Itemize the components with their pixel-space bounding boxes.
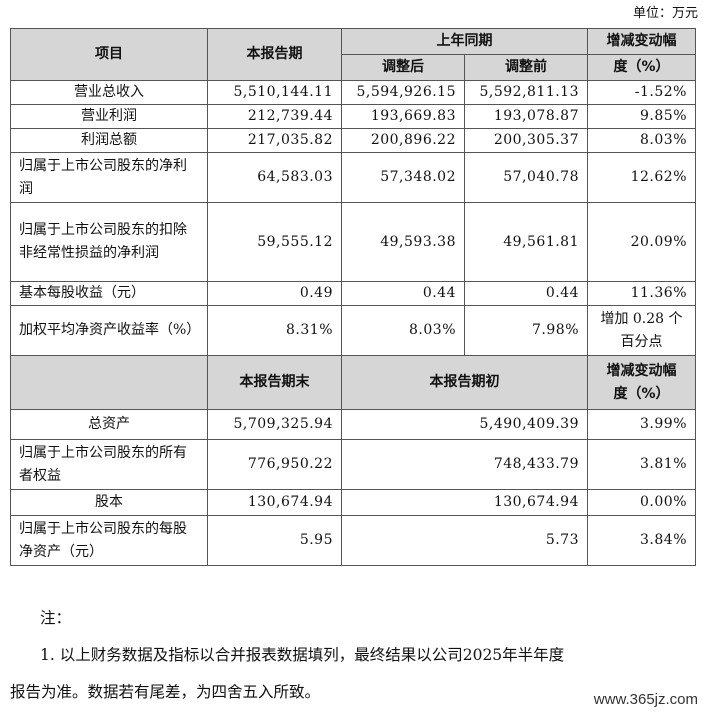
table-row: 总资产 5,709,325.94 5,490,409.39 3.99% <box>10 409 696 440</box>
row-label: 归属于上市公司股东的扣除非经常性损益的净利润 <box>10 202 208 282</box>
cell-adjusted: 8.03% <box>341 305 465 356</box>
row-label: 基本每股收益（元） <box>10 281 208 306</box>
unit-label: 单位：万元 <box>632 6 698 21</box>
cell-period-end: 776,950.22 <box>207 439 342 490</box>
header-period-start: 本报告期初 <box>341 355 588 410</box>
header-prior-year: 上年同期 <box>341 28 588 55</box>
row-label: 归属于上市公司股东的每股净资产（元） <box>10 515 208 566</box>
cell-adjusted: 57,348.02 <box>341 152 465 203</box>
header-period-end: 本报告期末 <box>207 355 342 410</box>
notes-line2: 报告为准。数据若有尾差，为四舍五入所致。 <box>10 683 321 701</box>
cell-change: 增加 0.28 个百分点 <box>587 305 696 356</box>
header2-blank <box>10 355 208 410</box>
row-label: 归属于上市公司股东的所有者权益 <box>10 439 208 490</box>
cell-change: 8.03% <box>587 128 696 153</box>
header-adjusted: 调整后 <box>341 54 465 81</box>
table-row: 归属于上市公司股东的扣除非经常性损益的净利润 59,555.12 49,593.… <box>10 202 696 282</box>
cell-adjusted: 5,594,926.15 <box>341 80 465 105</box>
cell-change: 0.00% <box>587 489 696 516</box>
cell-adjusted: 200,896.22 <box>341 128 465 153</box>
cell-before: 7.98% <box>464 305 588 356</box>
cell-current: 59,555.12 <box>207 202 342 282</box>
cell-adjusted: 49,593.38 <box>341 202 465 282</box>
header-change-line1: 增减变动幅 <box>587 28 696 55</box>
header2-change-line2: 度（%） <box>613 385 670 402</box>
row-label: 股本 <box>10 489 208 516</box>
cell-current: 217,035.82 <box>207 128 342 153</box>
header-before-adjust: 调整前 <box>464 54 588 81</box>
table-row: 利润总额 217,035.82 200,896.22 200,305.37 8.… <box>10 128 696 153</box>
cell-change: 12.62% <box>587 152 696 203</box>
notes-line1: 1. 以上财务数据及指标以合并报表数据填列，最终结果以公司2025年半年度 <box>40 646 565 664</box>
cell-change: 3.81% <box>587 439 696 490</box>
header-item: 项目 <box>10 28 208 81</box>
cell-before: 200,305.37 <box>464 128 588 153</box>
cell-change: 3.99% <box>587 409 696 440</box>
cell-change: -1.52% <box>587 80 696 105</box>
table-row: 归属于上市公司股东的净利润 64,583.03 57,348.02 57,040… <box>10 152 696 203</box>
cell-change: 9.85% <box>587 104 696 129</box>
row-label: 总资产 <box>10 409 208 440</box>
table-row: 归属于上市公司股东的每股净资产（元） 5.95 5.73 3.84% <box>10 515 696 566</box>
table-row: 加权平均净资产收益率（%） 8.31% 8.03% 7.98% 增加 0.28 … <box>10 305 696 356</box>
header-current-period: 本报告期 <box>207 28 342 81</box>
row-label: 归属于上市公司股东的净利润 <box>10 152 208 203</box>
notes-title: 注： <box>40 609 72 627</box>
cell-current: 0.49 <box>207 281 342 306</box>
cell-current: 8.31% <box>207 305 342 356</box>
cell-current: 212,739.44 <box>207 104 342 129</box>
notes-section: 注： 1. 以上财务数据及指标以合并报表数据填列，最终结果以公司2025年半年度… <box>10 600 700 711</box>
table-row: 股本 130,674.94 130,674.94 0.00% <box>10 489 696 516</box>
table-row: 归属于上市公司股东的所有者权益 776,950.22 748,433.79 3.… <box>10 439 696 490</box>
cell-change: 11.36% <box>587 281 696 306</box>
row-label: 营业利润 <box>10 104 208 129</box>
row-label: 利润总额 <box>10 128 208 153</box>
cell-period-end: 5,709,325.94 <box>207 409 342 440</box>
cell-period-start: 748,433.79 <box>341 439 588 490</box>
table-row: 基本每股收益（元） 0.49 0.44 0.44 11.36% <box>10 281 696 306</box>
cell-current: 5,510,144.11 <box>207 80 342 105</box>
cell-current: 64,583.03 <box>207 152 342 203</box>
cell-before: 49,561.81 <box>464 202 588 282</box>
table-row: 营业利润 212,739.44 193,669.83 193,078.87 9.… <box>10 104 696 129</box>
cell-adjusted: 193,669.83 <box>341 104 465 129</box>
cell-period-start: 130,674.94 <box>341 489 588 516</box>
header-change-line2: 度（%） <box>587 54 696 81</box>
table-row: 营业总收入 5,510,144.11 5,594,926.15 5,592,81… <box>10 80 696 105</box>
watermark: www.365jz.com <box>591 691 700 708</box>
cell-before: 193,078.87 <box>464 104 588 129</box>
row-label: 营业总收入 <box>10 80 208 105</box>
cell-period-end: 5.95 <box>207 515 342 566</box>
cell-before: 0.44 <box>464 281 588 306</box>
financial-summary-table: 项目 本报告期 上年同期 增减变动幅 调整后 调整前 度（%） 营业总收入 5,… <box>10 28 696 566</box>
cell-period-end: 130,674.94 <box>207 489 342 516</box>
row-label: 加权平均净资产收益率（%） <box>10 305 208 356</box>
cell-change: 3.84% <box>587 515 696 566</box>
header2-change: 增减变动幅 度（%） <box>587 355 696 410</box>
cell-period-start: 5.73 <box>341 515 588 566</box>
cell-period-start: 5,490,409.39 <box>341 409 588 440</box>
cell-before: 5,592,811.13 <box>464 80 588 105</box>
cell-change: 20.09% <box>587 202 696 282</box>
cell-before: 57,040.78 <box>464 152 588 203</box>
header2-change-line1: 增减变动幅 <box>606 362 677 379</box>
cell-adjusted: 0.44 <box>341 281 465 306</box>
